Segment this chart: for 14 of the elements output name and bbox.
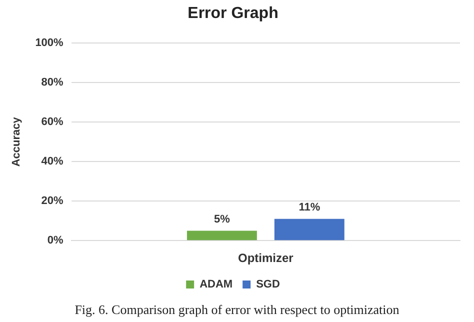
y-axis-title: Accuracy <box>10 116 23 167</box>
y-tick-label: 100% <box>35 37 64 50</box>
y-tick-label: 40% <box>41 156 64 168</box>
legend-label: ADAM <box>200 278 233 291</box>
caption: Fig. 6. Comparison graph of error with respect to optimization <box>74 302 400 318</box>
y-tick-label: 60% <box>41 116 64 128</box>
legend-label: SGD <box>256 278 280 291</box>
data-label: 11% <box>298 201 320 214</box>
data-label: 5% <box>214 213 230 226</box>
chart-title: Error Graph <box>188 5 278 22</box>
y-tick-label: 0% <box>47 234 64 247</box>
x-tick-label: Optimizer <box>238 251 294 266</box>
y-tick-label: 80% <box>41 76 64 89</box>
y-tick-label: 20% <box>41 195 64 208</box>
